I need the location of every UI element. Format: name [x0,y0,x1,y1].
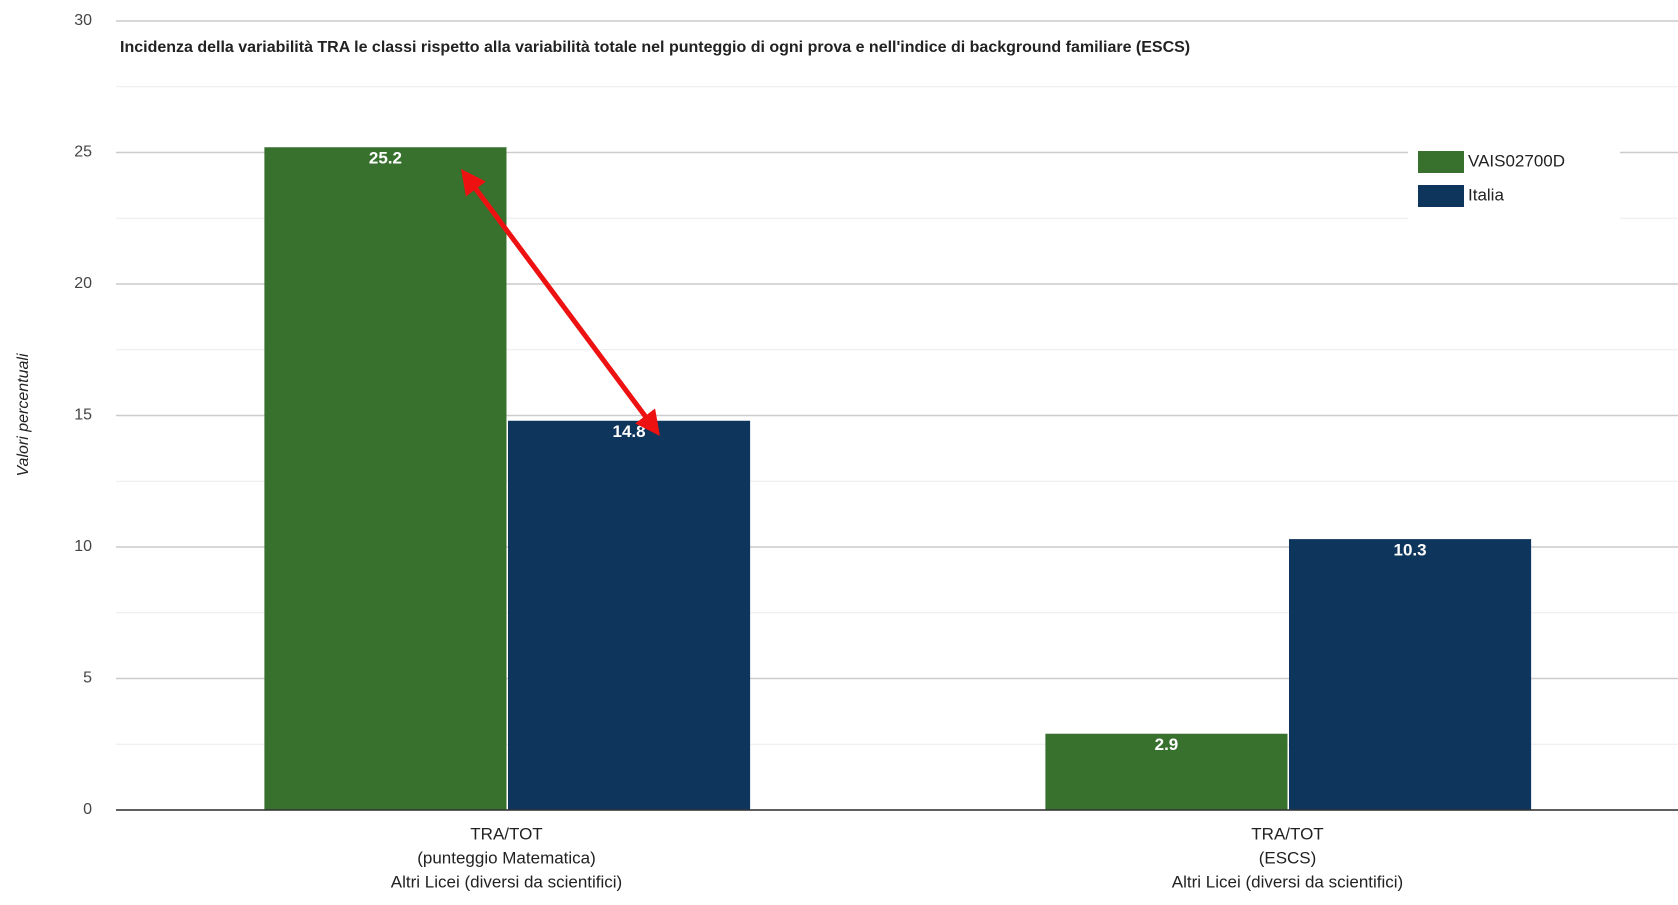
y-tick-label: 30 [74,12,92,29]
x-tick-label: TRA/TOT [470,824,542,843]
bar [1289,539,1532,810]
bar [264,147,507,811]
legend-label: VAIS02700D [1468,151,1565,170]
x-tick-label: TRA/TOT [1251,824,1323,843]
y-tick-label: 5 [83,670,92,687]
y-axis-label: Valori percentuali [15,353,32,476]
y-tick-label: 0 [83,801,92,818]
data-label: 25.2 [369,149,402,168]
x-tick-label: (ESCS) [1259,848,1317,867]
data-label: 10.3 [1394,541,1427,560]
x-tick-label: Altri Licei (diversi da scientifici) [1172,872,1403,891]
x-tick-label: (punteggio Matematica) [417,848,596,867]
arrow-annotation [461,168,660,437]
bars: TRA/TOT (punteggio Matematica) Altri Licei… [116,147,1678,891]
y-tick-label: 25 [74,144,92,161]
legend-label: Italia [1468,185,1504,204]
y-tick-label: 20 [74,275,92,292]
data-label: 14.8 [613,422,646,441]
y-tick-label: 15 [74,407,92,424]
chart-title: Incidenza della variabilità TRA le class… [120,39,1190,56]
legend-swatch [1418,151,1464,173]
legend-swatch [1418,185,1464,207]
legend: VAIS02700D Italia [1408,140,1620,220]
data-label: 2.9 [1155,735,1179,754]
bar [1045,733,1288,810]
x-tick-label: Altri Licei (diversi da scientifici) [391,872,622,891]
bar [508,420,751,810]
y-tick-label: 10 [74,538,92,555]
